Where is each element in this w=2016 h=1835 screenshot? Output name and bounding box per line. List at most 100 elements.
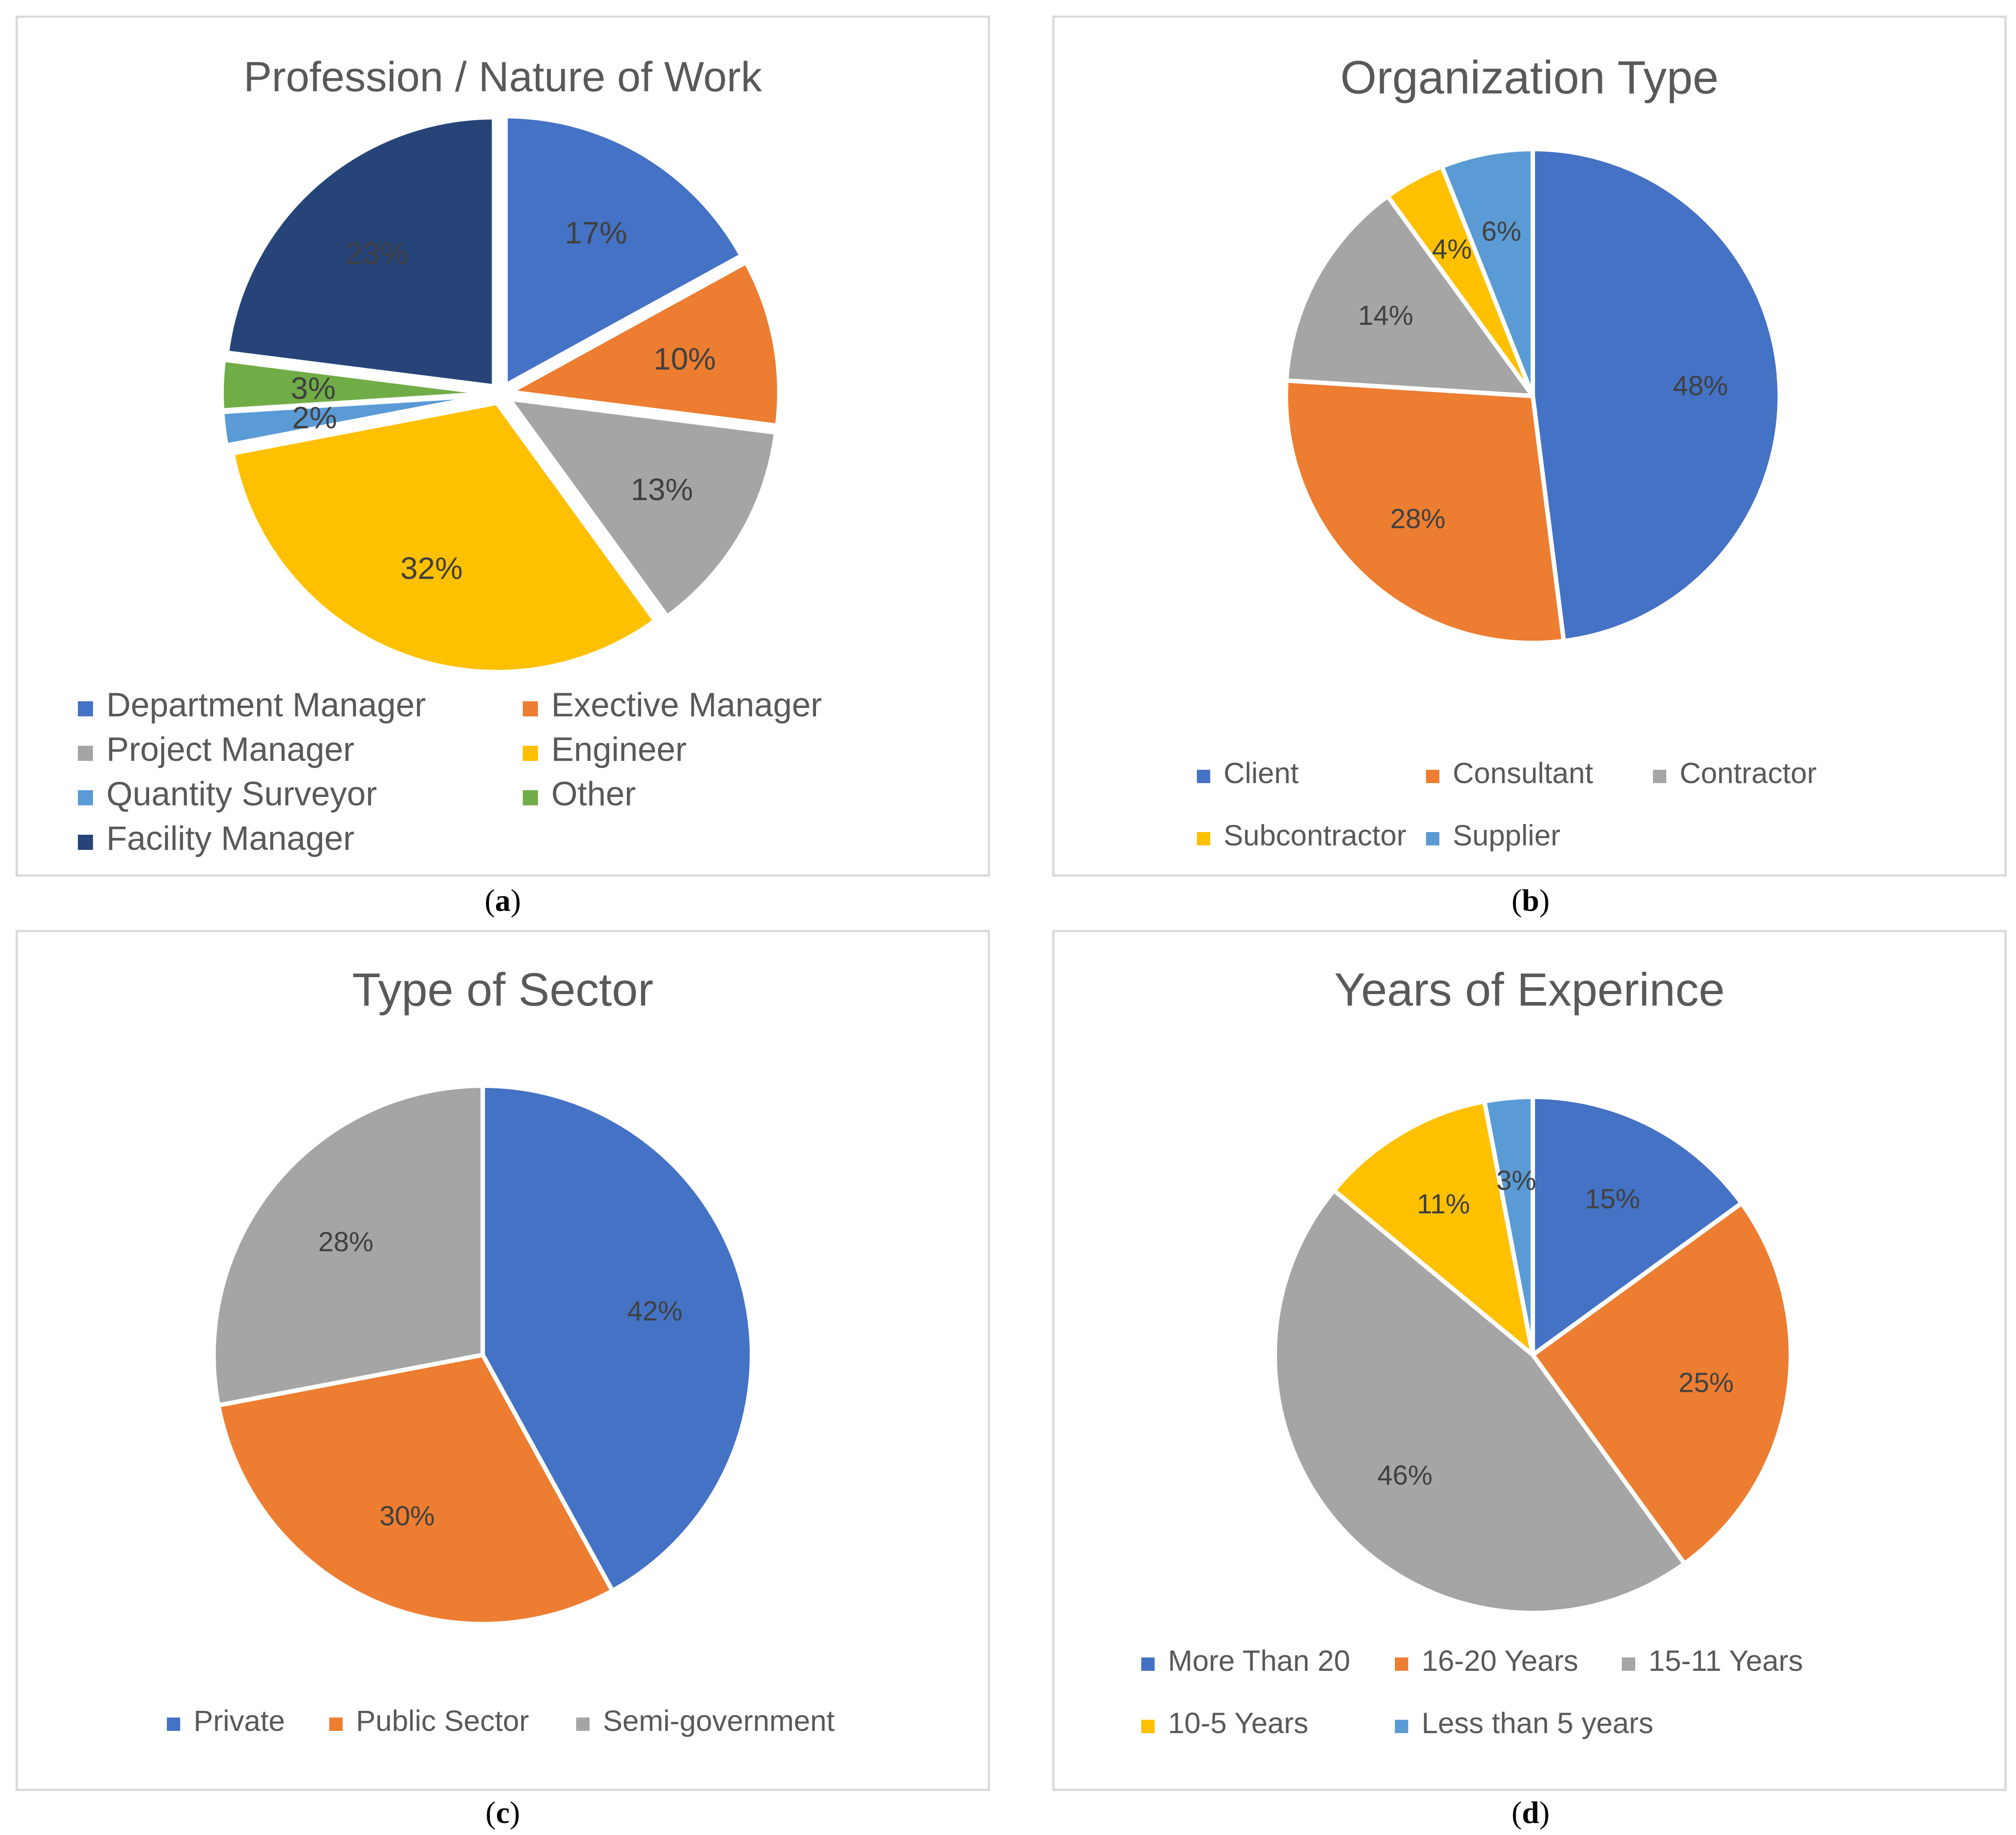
pie-slice-client	[1531, 147, 1782, 643]
pie-slice-10-5-years	[1332, 1099, 1535, 1357]
pie-slice-other	[219, 357, 493, 413]
legend-label: More Than 20	[1168, 1644, 1350, 1677]
data-label-subcontractor: 4%	[1432, 234, 1472, 265]
pie-slices	[219, 114, 782, 675]
pie-slice-15-11-years	[1272, 1188, 1687, 1615]
legend-item-more-than-20: More Than 20	[1141, 1644, 1350, 1677]
data-label-engineer: 32%	[400, 551, 463, 586]
pie-slice-exective-manager	[508, 260, 782, 428]
legend-label: Private	[194, 1704, 285, 1737]
legend-item-public-sector: Public Sector	[329, 1704, 529, 1737]
legend-label: Facility Manager	[106, 820, 355, 857]
data-label-10-5-years: 11%	[1417, 1189, 1470, 1220]
legend-label: Quantity Surveyor	[106, 775, 377, 813]
legend-label: Less than 5 years	[1422, 1706, 1653, 1739]
legend-swatch	[1395, 1657, 1408, 1671]
legend-item-engineer: Engineer	[523, 731, 687, 768]
pie-slice-less-than-5-years	[1482, 1095, 1535, 1357]
data-label-department-manager: 17%	[565, 215, 627, 250]
legend-item-contractor: Contractor	[1653, 756, 1817, 789]
legend-item-client: Client	[1197, 756, 1299, 789]
legend: Private Public Sector Semi-government	[167, 1704, 835, 1737]
data-label-16-20-years: 25%	[1678, 1367, 1733, 1398]
legend-label: Consultant	[1453, 756, 1593, 789]
legend-swatch	[78, 835, 93, 850]
legend-swatch	[78, 790, 93, 805]
legend-swatch	[1141, 1720, 1155, 1733]
legend: Client Consultant Contractor Subcontractor S…	[1197, 756, 1817, 852]
legend-item-16-20-years: 16-20 Years	[1395, 1644, 1578, 1677]
caption-a-letter: a	[495, 884, 511, 918]
legend-label: Client	[1224, 756, 1299, 789]
legend-swatch	[78, 746, 93, 761]
pie-slices	[211, 1083, 754, 1627]
legend-swatch	[78, 701, 93, 716]
legend-swatch	[1426, 832, 1439, 845]
legend-item-project-manager: Project Manager	[78, 731, 355, 768]
legend-item-10-5-years: 10-5 Years	[1141, 1706, 1309, 1739]
pie-slice-project-manager	[506, 396, 779, 619]
data-label-client: 48%	[1673, 371, 1728, 401]
legend-swatch	[523, 701, 538, 716]
pie-slice-16-20-years	[1531, 1201, 1793, 1566]
legend-item-consultant: Consultant	[1426, 756, 1593, 789]
legend-label: Other	[551, 775, 636, 813]
legend-swatch	[1395, 1720, 1408, 1733]
chart-panel-b: Organization Type 48% 28% 14% 4% 6% Client Cons…	[1052, 16, 2007, 877]
legend-label: Public Sector	[356, 1704, 529, 1737]
legend-label: Project Manager	[106, 731, 355, 768]
chart-title: Type of Sector	[352, 964, 653, 1016]
caption-d: (d)	[1511, 1796, 1550, 1830]
legend: More Than 20 16-20 Years 15-11 Years 10-5 Y…	[1141, 1644, 1803, 1739]
legend-swatch	[1653, 770, 1666, 783]
caption-c-letter: c	[496, 1796, 510, 1830]
legend-swatch	[523, 790, 538, 805]
pie-slice-facility-manager	[225, 115, 497, 389]
legend-label: Engineer	[551, 731, 687, 768]
legend-swatch	[1426, 770, 1439, 783]
legend-item-exective-manager: Exective Manager	[523, 686, 822, 724]
legend-item-facility-manager: Facility Manager	[78, 820, 355, 857]
pie-slice-consultant	[1284, 378, 1566, 645]
legend-label: Contractor	[1680, 756, 1817, 789]
pie-chart-d: Years of Experince 15% 25% 46% 11% 3% More Tha…	[1141, 964, 1803, 1739]
legend-label: Supplier	[1453, 819, 1560, 852]
data-label-exective-manager: 10%	[654, 342, 716, 376]
data-label-15-11-years: 46%	[1377, 1460, 1432, 1491]
pie-slice-supplier	[1439, 147, 1535, 398]
legend-item-semi-government: Semi-government	[576, 1704, 835, 1737]
chart-panel-d: Years of Experince 15% 25% 46% 11% 3% More Tha…	[1052, 930, 2007, 1791]
pie-chart-c: Type of Sector 42% 30% 28% Private Public Sec…	[167, 964, 835, 1737]
legend-item-15-11-years: 15-11 Years	[1622, 1644, 1803, 1677]
data-label-other: 3%	[291, 371, 335, 405]
legend-label: 10-5 Years	[1168, 1706, 1309, 1739]
pie-chart-a: Profession / Nature of Work 17% 10% 13% 32% 2…	[78, 53, 822, 857]
legend-swatch	[1197, 832, 1210, 845]
legend: Department Manager Exective Manager Projec…	[78, 686, 822, 857]
caption-c: (c)	[485, 1796, 520, 1830]
legend-swatch	[1197, 770, 1210, 783]
legend-item-subcontractor: Subcontractor	[1197, 819, 1406, 852]
caption-d-letter: d	[1522, 1796, 1539, 1830]
data-label-more-than-20: 15%	[1585, 1184, 1640, 1214]
data-label-contractor: 14%	[1358, 300, 1413, 331]
data-label-facility-manager: 23%	[345, 236, 408, 271]
data-label-private: 42%	[627, 1296, 683, 1326]
pie-chart-b: Organization Type 48% 28% 14% 4% 6% Client Cons…	[1197, 52, 1817, 852]
legend-swatch	[576, 1718, 590, 1731]
pie-slice-contractor	[1284, 194, 1535, 398]
data-label-public-sector: 30%	[380, 1501, 435, 1532]
legend-item-quantity-surveyor: Quantity Surveyor	[78, 775, 377, 813]
pie-slice-semi-government	[211, 1083, 485, 1408]
data-label-quantity-surveyor: 2%	[292, 400, 337, 435]
legend-item-less-than-5-years: Less than 5 years	[1395, 1706, 1653, 1739]
legend-item-private: Private	[167, 1704, 285, 1737]
pie-slice-engineer	[230, 400, 658, 675]
caption-b: (b)	[1511, 884, 1550, 918]
pie-slice-more-than-20	[1531, 1095, 1744, 1357]
chart-title: Organization Type	[1340, 52, 1718, 104]
pie-slices	[1272, 1095, 1793, 1615]
legend-swatch	[167, 1718, 180, 1731]
caption-a: (a)	[485, 884, 521, 918]
pie-slice-private	[481, 1083, 754, 1593]
